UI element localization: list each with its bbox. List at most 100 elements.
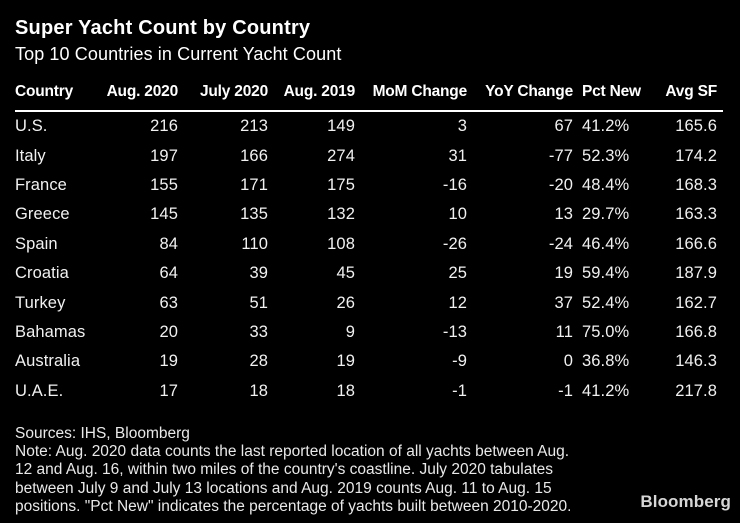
table-body: U.S. 216 213 149 3 67 41.2% 165.6 Italy …: [15, 112, 723, 406]
cell-country: Bahamas: [15, 322, 86, 341]
cell-aug-2019: 132: [327, 205, 355, 224]
cell-mom-change: 12: [448, 293, 467, 312]
cell-aug-2020: 155: [150, 175, 178, 194]
cell-yoy-change: -20: [548, 175, 573, 194]
cell-aug-2019: 149: [327, 117, 355, 136]
cell-aug-2019: 45: [336, 264, 355, 283]
cell-country: France: [15, 175, 67, 194]
cell-mom-change: -1: [452, 381, 467, 400]
cell-aug-2019: 108: [327, 234, 355, 253]
cell-yoy-change: -24: [548, 234, 573, 253]
cell-pct-new: 41.2%: [582, 381, 630, 400]
cell-avg-sf: 166.6: [675, 234, 717, 253]
cell-pct-new: 75.0%: [582, 322, 630, 341]
cell-mom-change: 3: [457, 117, 467, 136]
cell-pct-new: 48.4%: [582, 175, 630, 194]
note-line: 12 and Aug. 16, within two miles of the …: [15, 461, 554, 479]
chart-subtitle: Top 10 Countries in Current Yacht Count: [15, 44, 342, 64]
cell-aug-2019: 19: [336, 352, 355, 371]
column-header-yoy-change: YoY Change: [485, 83, 573, 100]
table-row: Turkey 63 51 26 12 37 52.4% 162.7: [15, 288, 723, 317]
cell-aug-2020: 64: [159, 264, 178, 283]
table-header-row: Country Aug. 2020 July 2020 Aug. 2019 Mo…: [15, 82, 723, 112]
table-row: U.S. 216 213 149 3 67 41.2% 165.6: [15, 112, 723, 141]
cell-july-2020: 135: [240, 205, 268, 224]
column-header-avg-sf: Avg SF: [665, 83, 717, 100]
footnotes: Sources: IHS, Bloomberg Note: Aug. 2020 …: [15, 424, 723, 517]
chart-title: Super Yacht Count by Country: [15, 17, 311, 39]
cell-yoy-change: 37: [554, 293, 573, 312]
cell-yoy-change: -1: [558, 381, 573, 400]
cell-mom-change: 31: [448, 146, 467, 165]
cell-pct-new: 59.4%: [582, 264, 630, 283]
cell-mom-change: -16: [442, 175, 467, 194]
note-line: between July 9 and July 13 locations and…: [15, 479, 552, 497]
cell-mom-change: -13: [442, 322, 467, 341]
cell-pct-new: 46.4%: [582, 234, 630, 253]
cell-avg-sf: 217.8: [675, 381, 717, 400]
cell-aug-2019: 18: [336, 381, 355, 400]
cell-aug-2019: 9: [345, 322, 355, 341]
cell-yoy-change: 19: [554, 264, 573, 283]
table-row: U.A.E. 17 18 18 -1 -1 41.2% 217.8: [15, 377, 723, 406]
cell-aug-2020: 216: [150, 117, 178, 136]
table-row: Australia 19 28 19 -9 0 36.8% 146.3: [15, 347, 723, 376]
cell-country: U.S.: [15, 117, 48, 136]
note-line: Note: Aug. 2020 data counts the last rep…: [15, 442, 570, 460]
cell-mom-change: -26: [442, 234, 467, 253]
table-row: Italy 197 166 274 31 -77 52.3% 174.2: [15, 141, 723, 170]
cell-aug-2019: 274: [327, 146, 355, 165]
cell-pct-new: 52.4%: [582, 293, 630, 312]
cell-aug-2020: 197: [150, 146, 178, 165]
cell-aug-2020: 145: [150, 205, 178, 224]
cell-avg-sf: 168.3: [675, 175, 717, 194]
cell-yoy-change: -77: [548, 146, 573, 165]
column-header-july-2020: July 2020: [199, 83, 268, 100]
cell-aug-2020: 63: [159, 293, 178, 312]
cell-aug-2019: 175: [327, 175, 355, 194]
cell-avg-sf: 146.3: [675, 352, 717, 371]
cell-country: Australia: [15, 352, 81, 371]
cell-aug-2020: 19: [159, 352, 178, 371]
column-header-country: Country: [15, 83, 74, 100]
sources-line: Sources: IHS, Bloomberg: [15, 424, 190, 442]
cell-country: Greece: [15, 205, 70, 224]
cell-mom-change: -9: [452, 352, 467, 371]
table-row: Croatia 64 39 45 25 19 59.4% 187.9: [15, 259, 723, 288]
cell-aug-2020: 84: [159, 234, 178, 253]
cell-pct-new: 41.2%: [582, 117, 630, 136]
cell-avg-sf: 174.2: [675, 146, 717, 165]
bloomberg-logo: Bloomberg: [640, 492, 731, 511]
cell-country: U.A.E.: [15, 381, 64, 400]
cell-yoy-change: 0: [563, 352, 573, 371]
table-row: Greece 145 135 132 10 13 29.7% 163.3: [15, 200, 723, 229]
cell-yoy-change: 13: [554, 205, 573, 224]
cell-aug-2020: 20: [159, 322, 178, 341]
table-row: Bahamas 20 33 9 -13 11 75.0% 166.8: [15, 318, 723, 347]
cell-pct-new: 29.7%: [582, 205, 630, 224]
cell-country: Spain: [15, 234, 58, 253]
cell-july-2020: 51: [249, 293, 268, 312]
cell-avg-sf: 187.9: [675, 264, 717, 283]
cell-mom-change: 10: [448, 205, 467, 224]
column-header-aug-2020: Aug. 2020: [106, 83, 179, 100]
table-row: France 155 171 175 -16 -20 48.4% 168.3: [15, 171, 723, 200]
cell-july-2020: 33: [249, 322, 268, 341]
cell-avg-sf: 165.6: [675, 117, 717, 136]
cell-july-2020: 18: [249, 381, 268, 400]
cell-july-2020: 166: [240, 146, 268, 165]
cell-mom-change: 25: [448, 264, 467, 283]
cell-aug-2020: 17: [159, 381, 178, 400]
column-header-pct-new: Pct New: [582, 83, 641, 100]
cell-july-2020: 39: [249, 264, 268, 283]
table-row: Spain 84 110 108 -26 -24 46.4% 166.6: [15, 230, 723, 259]
cell-yoy-change: 67: [554, 117, 573, 136]
cell-avg-sf: 163.3: [675, 205, 717, 224]
column-header-mom-change: MoM Change: [372, 83, 468, 100]
note-line: positions. "Pct New" indicates the perce…: [15, 498, 572, 516]
cell-july-2020: 171: [240, 175, 268, 194]
column-header-aug-2019: Aug. 2019: [283, 83, 356, 100]
cell-country: Turkey: [15, 293, 66, 312]
cell-country: Croatia: [15, 264, 69, 283]
